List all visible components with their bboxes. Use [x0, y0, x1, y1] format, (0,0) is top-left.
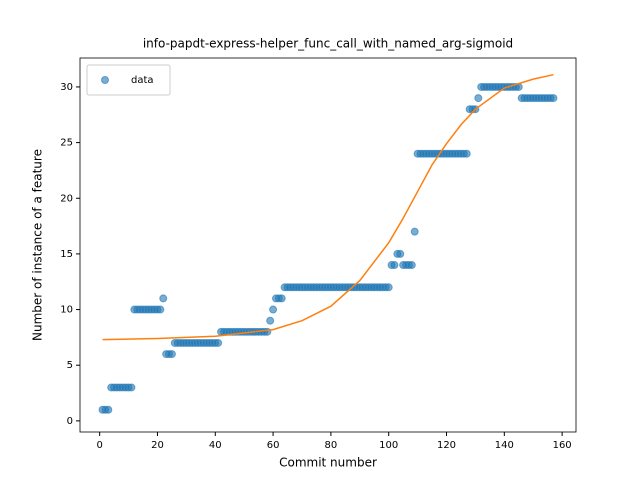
x-tick-label: 80: [325, 440, 338, 451]
y-tick-label: 5: [67, 360, 73, 371]
fit-line: [102, 73, 554, 341]
data-point: [407, 261, 416, 270]
data-point: [269, 305, 278, 314]
legend-marker: [101, 76, 109, 84]
chart-title: info-papdt-express-helper_func_call_with…: [143, 37, 513, 51]
legend-label: data: [131, 75, 154, 86]
data-point: [277, 294, 286, 303]
y-tick-label: 20: [60, 193, 73, 204]
x-tick-label: 120: [437, 440, 456, 451]
data-point: [410, 227, 419, 236]
data-point: [104, 405, 113, 414]
data-point: [396, 249, 405, 258]
data-point: [384, 283, 393, 292]
data-point: [167, 350, 176, 359]
x-tick-label: 140: [495, 440, 514, 451]
y-tick-label: 25: [60, 138, 73, 149]
data-point: [156, 305, 165, 314]
data-point: [462, 149, 471, 158]
data-point: [390, 261, 399, 270]
x-tick-label: 100: [379, 440, 398, 451]
data-point: [549, 94, 558, 103]
x-tick-label: 40: [209, 440, 222, 451]
legend-box: [86, 64, 171, 96]
y-tick-label: 30: [60, 82, 73, 93]
plot-frame: [79, 57, 577, 433]
y-tick-label: 10: [60, 305, 73, 316]
x-tick-label: 160: [553, 440, 572, 451]
x-tick-label: 20: [151, 440, 164, 451]
y-axis-label: Number of instance of a feature: [31, 149, 45, 341]
data-point: [266, 316, 275, 325]
y-tick-label: 15: [60, 249, 73, 260]
x-tick-label: 60: [267, 440, 280, 451]
x-tick-label: 0: [96, 440, 102, 451]
x-axis-label: Commit number: [279, 456, 377, 470]
data-point: [159, 294, 168, 303]
data-point: [214, 338, 223, 347]
data-point: [474, 94, 483, 103]
y-tick-label: 0: [67, 416, 73, 427]
data-point: [127, 383, 136, 392]
